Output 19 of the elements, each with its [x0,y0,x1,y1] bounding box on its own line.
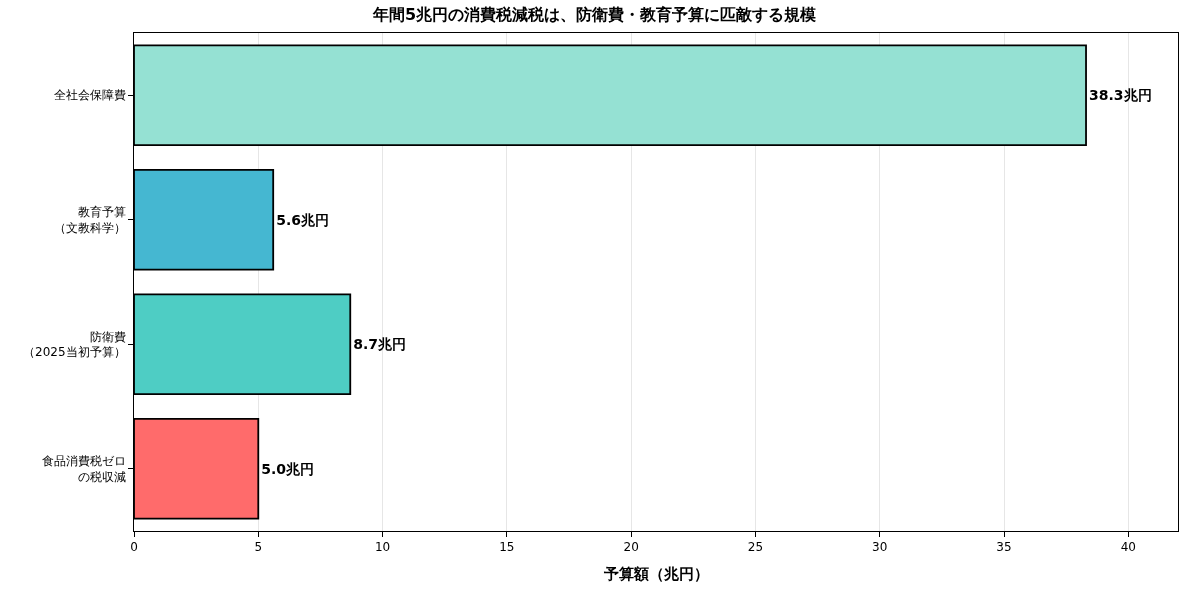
x-tick-label: 40 [1120,540,1136,555]
x-axis-title: 予算額（兆円） [602,565,709,584]
data-label: 38.3兆円 [1089,87,1152,104]
y-tick-label: 防衛費（2025当初予算） [23,329,126,360]
x-tick-label: 35 [996,540,1012,555]
x-tick-label: 15 [499,540,515,555]
x-tick-label: 20 [623,540,639,555]
data-label: 8.7兆円 [353,336,407,353]
y-tick-label: 全社会保障費 [53,88,126,103]
x-tick-label: 5 [254,540,263,555]
y-tick-label: 教育予算（文教科学） [53,205,126,235]
chart-title: 年間5兆円の消費税減税は、防衛費・教育予算に匹敵する規模 [371,5,817,25]
x-tick-label: 0 [130,540,138,555]
data-label: 5.0兆円 [261,460,315,477]
data-label: 5.6兆円 [276,211,330,228]
y-tick-label: 食品消費税ゼロの税収減 [41,454,126,484]
x-tick-label: 25 [747,540,764,555]
x-tick-label: 10 [374,540,391,555]
x-tick-label: 30 [872,540,888,555]
